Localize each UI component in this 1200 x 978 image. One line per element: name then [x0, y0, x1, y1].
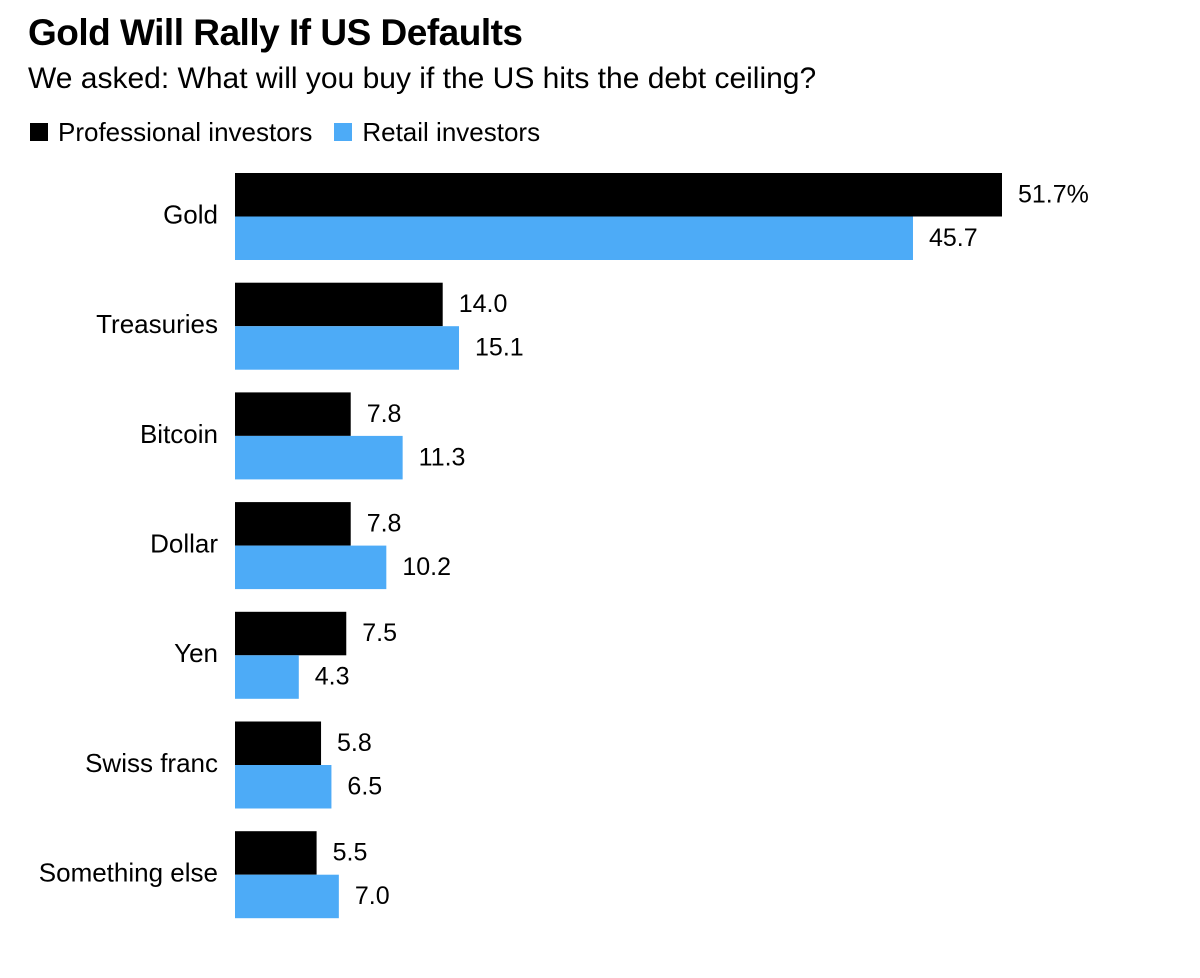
- category-label-treasuries: Treasuries: [96, 309, 218, 339]
- legend-item-professional: Professional investors: [30, 117, 312, 148]
- legend-item-retail: Retail investors: [334, 117, 540, 148]
- data-label-retail-swiss-franc: 6.5: [347, 772, 382, 800]
- data-label-retail-gold: 45.7: [929, 224, 978, 252]
- category-label-gold: Gold: [163, 199, 218, 229]
- bar-professional-something-else: [235, 831, 317, 875]
- bar-retail-bitcoin: [235, 435, 403, 480]
- bar-retail-yen: [235, 655, 299, 699]
- chart-subtitle: We asked: What will you buy if the US hi…: [28, 62, 817, 95]
- chart-title: Gold Will Rally If US Defaults: [28, 12, 523, 53]
- bar-retail-treasuries: [235, 326, 460, 370]
- bar-professional-bitcoin: [235, 392, 351, 436]
- data-label-professional-treasuries: 14.0: [459, 290, 508, 318]
- data-label-retail-something-else: 7.0: [355, 882, 390, 910]
- data-label-professional-something-else: 5.5: [333, 839, 368, 867]
- legend: Professional investors Retail investors: [30, 115, 562, 149]
- data-label-professional-yen: 7.5: [362, 619, 397, 647]
- bar-professional-treasuries: [235, 282, 443, 327]
- bar-retail-something-else: [235, 874, 339, 919]
- category-label-swiss-franc: Swiss franc: [85, 748, 218, 778]
- bar-professional-swiss-franc: [235, 721, 322, 765]
- data-label-professional-dollar: 7.8: [367, 509, 402, 537]
- bar-professional-gold: [235, 173, 1002, 217]
- legend-label-professional: Professional investors: [58, 116, 313, 147]
- category-label-bitcoin: Bitcoin: [140, 419, 218, 449]
- data-label-professional-swiss-franc: 5.8: [337, 729, 372, 757]
- legend-label-retail: Retail investors: [362, 116, 541, 147]
- bar-retail-gold: [235, 216, 913, 260]
- data-label-professional-gold: 51.7%: [1018, 180, 1089, 208]
- bar-professional-dollar: [235, 502, 351, 546]
- bar-professional-yen: [235, 611, 347, 656]
- category-label-dollar: Dollar: [150, 528, 218, 558]
- bar-retail-dollar: [235, 545, 387, 590]
- data-label-retail-treasuries: 15.1: [475, 334, 524, 362]
- data-label-retail-dollar: 10.2: [402, 553, 451, 581]
- data-label-professional-bitcoin: 7.8: [367, 400, 402, 428]
- category-label-something-else: Something else: [39, 858, 218, 888]
- data-label-retail-bitcoin: 11.3: [419, 443, 466, 471]
- bar-retail-swiss-franc: [235, 765, 332, 809]
- legend-swatch-professional: [30, 123, 48, 141]
- data-label-retail-yen: 4.3: [315, 663, 350, 691]
- legend-swatch-retail: [334, 123, 353, 141]
- category-label-yen: Yen: [174, 638, 218, 668]
